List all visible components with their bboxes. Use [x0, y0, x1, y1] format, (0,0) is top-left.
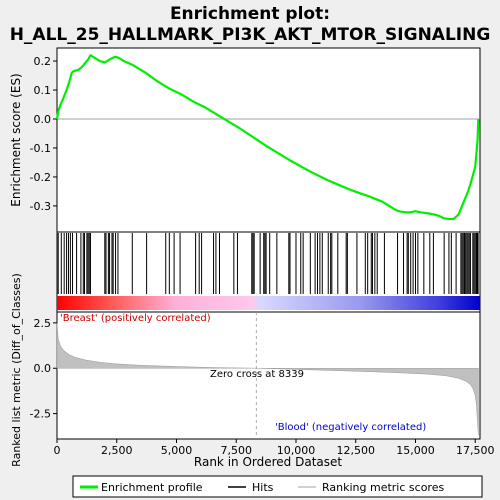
- xtick-label: 0: [54, 444, 61, 457]
- xtick-label: 15,000: [396, 444, 435, 457]
- xtick-label: 2,500: [101, 444, 133, 457]
- negative-label: 'Blood' (negatively correlated): [275, 422, 426, 433]
- legend-label-metric: Ranking metric scores: [322, 481, 444, 494]
- xlabel: Rank in Ordered Dataset: [194, 455, 342, 469]
- xtick-label: 10,000: [277, 444, 316, 457]
- es-ytick-label: -0.2: [30, 171, 51, 184]
- metric-y-axis: 2.5 0.0 -2.5: [30, 317, 57, 421]
- xtick-label: 7,500: [220, 444, 252, 457]
- es-ylabel: Enrichment score (ES): [9, 73, 23, 206]
- legend: Enrichment profile Hits Ranking metric s…: [72, 475, 483, 498]
- rank-gradient-bar: [57, 296, 480, 310]
- legend-label-hits: Hits: [252, 481, 274, 494]
- enrichment-profile: [55, 54, 480, 221]
- xtick-label: 5,000: [161, 444, 193, 457]
- xtick-label: 17,500: [456, 444, 495, 457]
- es-ytick-label: -0.3: [30, 200, 51, 213]
- es-panel: [56, 47, 481, 233]
- es-ytick-label: 0.2: [34, 55, 52, 68]
- es-y-axis: 0.2 0.1 0.0 -0.1 -0.2 -0.3: [30, 55, 480, 213]
- xtick-label: 12,500: [336, 444, 375, 457]
- metric-ytick-label: 0.0: [34, 362, 52, 375]
- positive-label: 'Breast' (positively correlated): [60, 313, 211, 324]
- enrichment-profile-line: [55, 54, 480, 221]
- metric-area-shape: [56, 322, 479, 436]
- x-axis: 0 2,500 5,000 7,500 10,000 12,500 15,000 17,500: [54, 439, 495, 457]
- es-ytick-label: 0.0: [34, 113, 52, 126]
- metric-ytick-label: -2.5: [30, 408, 51, 421]
- es-ytick-label: 0.1: [34, 84, 52, 97]
- hit-marks: [57, 233, 479, 294]
- metric-area: [56, 312, 479, 439]
- legend-box: [72, 475, 483, 498]
- chart-title-line2: H_ALL_25_HALLMARK_PI3K_AKT_MTOR_SIGNALIN…: [10, 25, 491, 45]
- metric-panel: [56, 311, 481, 440]
- es-ytick-label: -0.1: [30, 142, 51, 155]
- metric-ytick-label: 2.5: [34, 317, 52, 330]
- chart-title-line1: Enrichment plot:: [170, 4, 330, 24]
- zero-cross-label: Zero cross at 8339: [210, 369, 304, 380]
- metric-ylabel: Ranked list metric (Diff_of_Classes): [10, 273, 23, 467]
- legend-label-enrichment: Enrichment profile: [101, 481, 203, 494]
